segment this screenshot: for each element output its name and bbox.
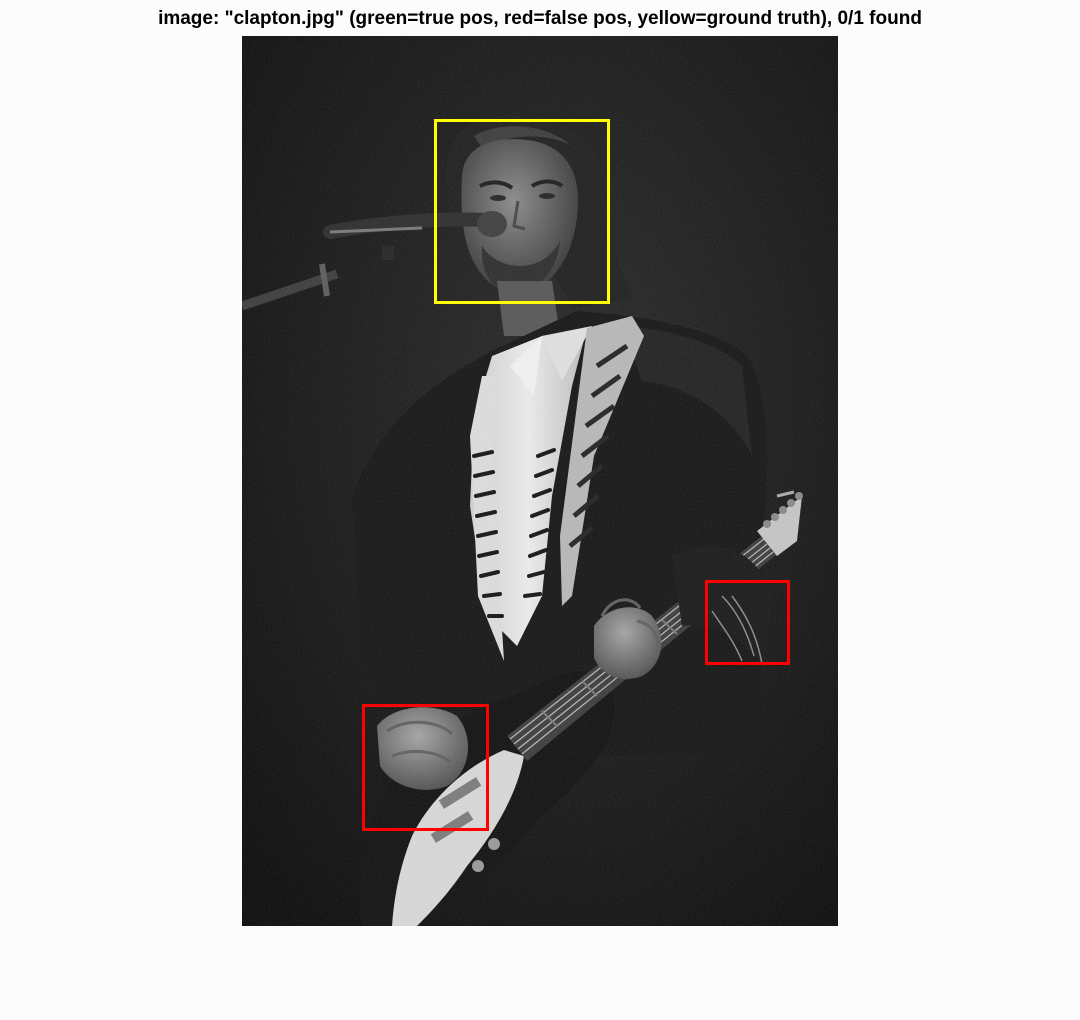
concert-photo (242, 36, 838, 926)
photo-axes (242, 36, 838, 926)
ground-truth-box (434, 119, 610, 304)
figure-title: image: "clapton.jpg" (green=true pos, re… (158, 8, 922, 29)
false-positive-box-left (362, 704, 489, 831)
false-positive-box-right (705, 580, 790, 665)
